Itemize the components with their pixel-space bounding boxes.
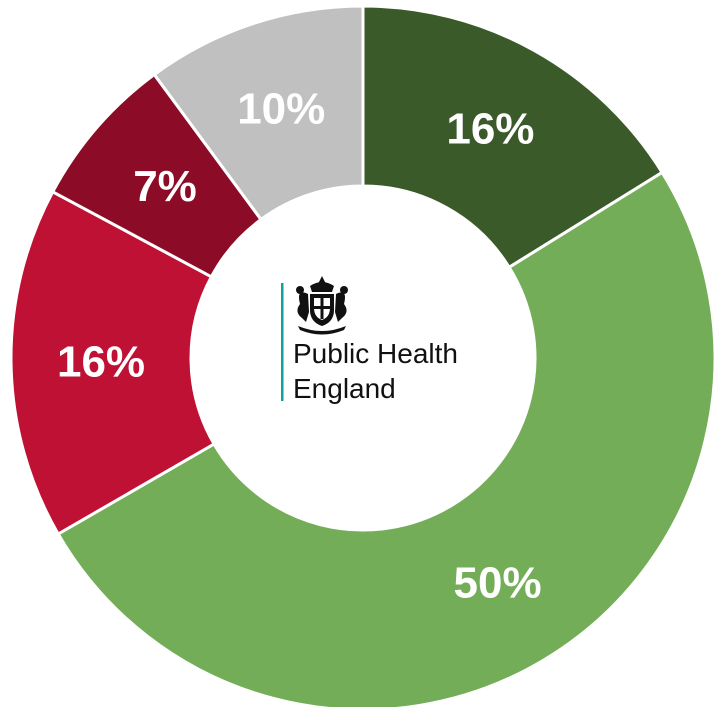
- slice-labels: 16% 50% 16% 7% 10%: [57, 85, 542, 608]
- logo-rule: [281, 283, 284, 401]
- org-name-line1: Public Health: [293, 338, 458, 369]
- org-name-line2: England: [293, 373, 396, 404]
- donut-slice-1: [361, 4, 665, 270]
- slice-label-5: 10%: [237, 85, 325, 134]
- donut-slice-2: [56, 170, 717, 707]
- slice-label-2: 50%: [454, 558, 542, 607]
- royal-coat-of-arms-icon: [296, 276, 348, 335]
- slice-label-3: 16%: [57, 338, 145, 387]
- center-logo: Public Health England: [281, 276, 458, 404]
- donut-slice-5: [152, 4, 365, 222]
- donut-slices: [9, 4, 717, 707]
- donut-slice-3: [9, 189, 217, 537]
- slice-label-1: 16%: [446, 105, 534, 154]
- slice-label-4: 7%: [133, 162, 197, 211]
